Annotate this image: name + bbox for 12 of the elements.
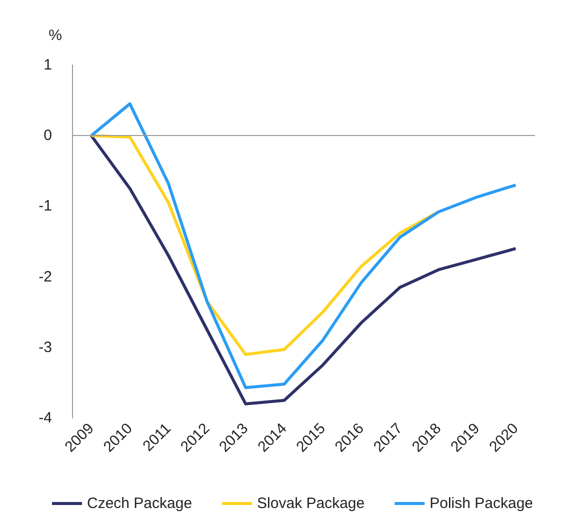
line-series (90, 134, 518, 406)
y-tick-label: 1 (44, 56, 52, 74)
y-axis-title: % (48, 27, 62, 44)
y-tick-label: -3 (38, 338, 52, 356)
legend-label: Slovak Package (257, 495, 365, 512)
legend-label: Polish Package (430, 495, 534, 512)
y-tick-label: -2 (38, 268, 52, 286)
legend-label: Czech Package (86, 495, 192, 512)
line-series (90, 102, 518, 390)
y-tick-label: -1 (38, 198, 52, 215)
y-tick-label: -4 (38, 410, 52, 426)
y-tick-label: 0 (44, 127, 52, 144)
